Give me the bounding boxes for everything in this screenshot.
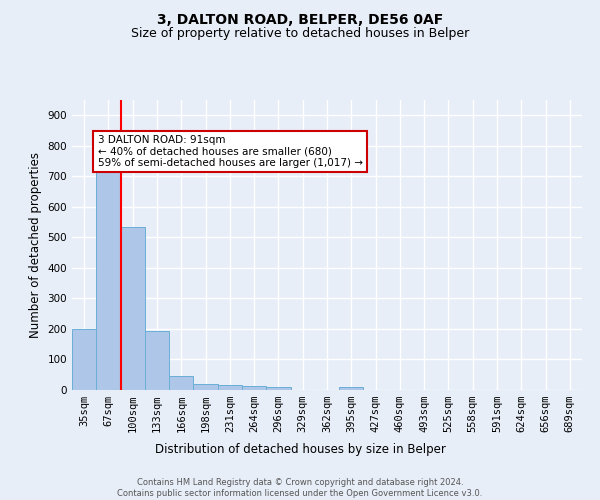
Bar (169, 376, 193, 390)
Text: Distribution of detached houses by size in Belper: Distribution of detached houses by size … (155, 442, 445, 456)
Bar (121, 226, 145, 390)
Text: Contains HM Land Registry data © Crown copyright and database right 2024.
Contai: Contains HM Land Registry data © Crown c… (118, 478, 482, 498)
Bar (339, 388, 364, 390)
Text: Size of property relative to detached houses in Belper: Size of property relative to detached ho… (131, 28, 469, 40)
Bar (242, 386, 266, 390)
Bar (266, 387, 290, 390)
Y-axis label: Number of detached properties: Number of detached properties (29, 152, 42, 338)
Text: 3 DALTON ROAD: 91sqm
← 40% of detached houses are smaller (680)
59% of semi-deta: 3 DALTON ROAD: 91sqm ← 40% of detached h… (97, 135, 362, 168)
Bar (96, 172, 121, 390)
Bar (72, 329, 96, 390)
Bar (145, 331, 169, 390)
Bar (218, 386, 242, 390)
Bar (193, 384, 218, 390)
Text: 3, DALTON ROAD, BELPER, DE56 0AF: 3, DALTON ROAD, BELPER, DE56 0AF (157, 12, 443, 26)
